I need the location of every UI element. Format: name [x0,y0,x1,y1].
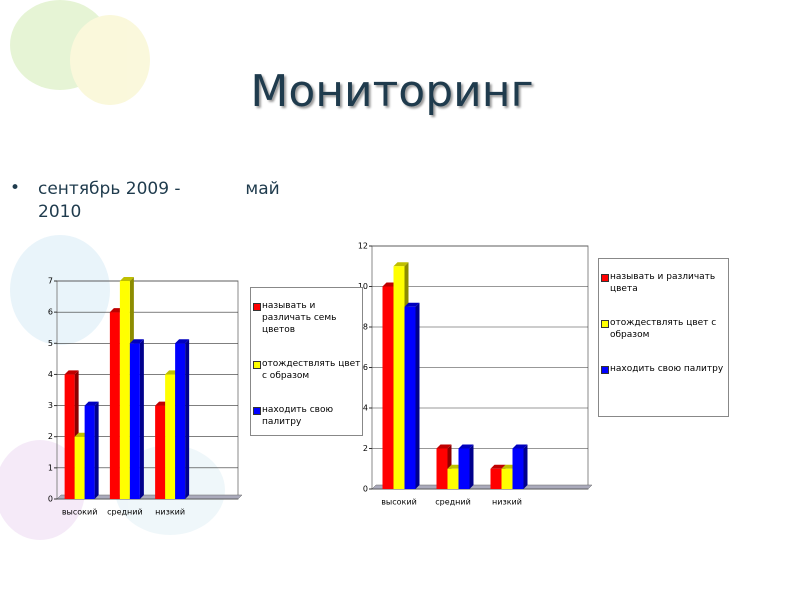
legend-item: называть и различать семь цветов [251,300,362,336]
bar-top [64,370,79,375]
bar-top [436,444,452,449]
bar [175,343,186,499]
bar [447,468,459,489]
bar [404,306,416,489]
y-tick-label: 3 [48,401,53,410]
x-tick-label: средний [107,508,143,517]
legend-swatch [601,274,609,282]
x-tick-label: высокий [62,508,98,517]
bar [64,374,75,499]
bullet-dot: • [10,178,21,198]
bar [165,374,176,499]
bar-top [512,444,528,449]
legend-swatch [253,303,261,311]
bar [501,468,513,489]
legend-swatch [253,407,261,415]
bar-top [84,401,99,406]
legend-item: находить свою палитру [251,404,362,428]
bar [393,266,405,489]
legend-label: находить свою палитру [262,405,334,427]
y-tick-label: 5 [48,339,53,348]
legend-item: называть и различать цвета [599,271,728,295]
chart: 0 1 2 3 4 5 6 7 высокий средний низкий [48,277,243,517]
balloons [0,0,225,540]
bar-side [94,401,99,499]
legend-label: называть и различать цвета [610,272,716,294]
y-tick-label: 6 [48,308,53,317]
bar-side [415,302,420,489]
y-tick-label: 0 [363,485,368,494]
legend-label: называть и различать семь цветов [262,301,337,335]
y-tick-label: 12 [358,242,368,251]
bar [109,312,120,499]
balloon [0,440,85,540]
balloon [10,235,110,345]
bar-top [404,302,420,307]
legend-label: отождествлять цвет с образом [610,318,717,340]
bar-top [458,444,474,449]
bar-top [119,277,134,281]
bar [490,468,502,489]
x-tick-label: средний [435,498,471,507]
x-tick-label: низкий [155,508,185,517]
legend-swatch [253,361,261,369]
legend-item: находить свою палитру [599,363,728,375]
legend-swatch [601,366,609,374]
y-tick-label: 0 [48,495,53,504]
bar-top [393,262,409,267]
y-tick-label: 6 [363,363,368,372]
y-tick-label: 4 [363,404,368,413]
y-tick-label: 1 [48,463,53,472]
x-tick-label: высокий [381,498,417,507]
y-tick-label: 7 [48,277,53,286]
legend: называть и различать цвета отождествлять … [598,258,729,417]
legend-item: отождествлять цвет с образом [251,358,362,382]
y-tick-label: 2 [363,444,368,453]
legend-label: отождествлять цвет с образом [262,359,361,381]
bar-top [175,339,190,344]
bar-top [490,464,506,469]
y-tick-label: 4 [48,370,53,379]
bullet-text: сентябрь 2009 - май 2010 [38,179,286,222]
legend: называть и различать семь цветов отождест… [250,287,363,436]
legend-label: находить свою палитру [610,364,724,374]
bar [119,281,130,499]
chart: 0 2 4 6 8 10 12 высокий средний низкий [358,242,593,507]
balloon [10,0,110,90]
bar [74,436,85,499]
y-tick-label: 10 [358,282,368,291]
slide-title: Мониторинг [250,66,534,117]
bar [382,286,394,489]
legend-item: отождествлять цвет с образом [599,317,728,341]
bar-side [523,444,528,489]
bar-top [129,339,144,344]
x-tick-label: низкий [492,498,522,507]
legend-swatch [601,320,609,328]
bar [458,448,470,489]
bar-side [469,444,474,489]
bar [84,405,95,499]
y-tick-label: 8 [363,323,368,332]
bar [155,405,166,499]
y-tick-label: 2 [48,432,53,441]
balloon [70,15,150,105]
bar-side [139,339,144,499]
bar [512,448,524,489]
bar [129,343,140,499]
bar [436,448,448,489]
bar-side [185,339,190,499]
